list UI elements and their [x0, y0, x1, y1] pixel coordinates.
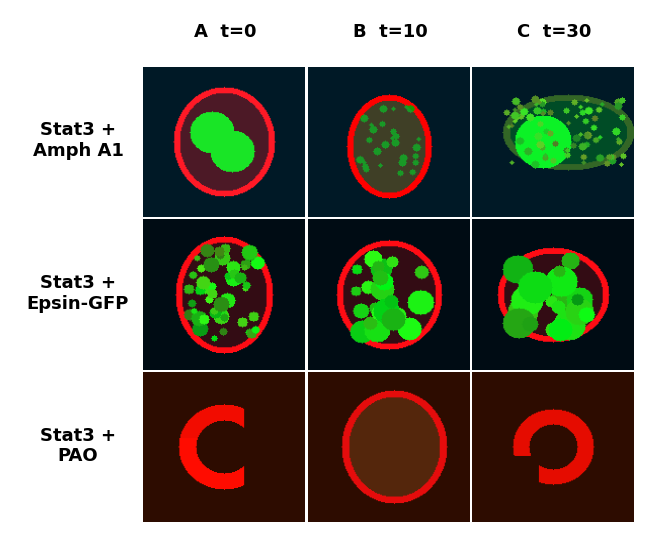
Text: Stat3 +
Epsin-GFP: Stat3 + Epsin-GFP — [27, 274, 129, 312]
Text: Stat3 +
Amph A1: Stat3 + Amph A1 — [32, 121, 124, 160]
Text: C  t=30: C t=30 — [517, 23, 592, 41]
Text: B  t=10: B t=10 — [353, 23, 428, 41]
Text: Stat3 +
PAO: Stat3 + PAO — [40, 426, 116, 465]
Text: A  t=0: A t=0 — [194, 23, 257, 41]
